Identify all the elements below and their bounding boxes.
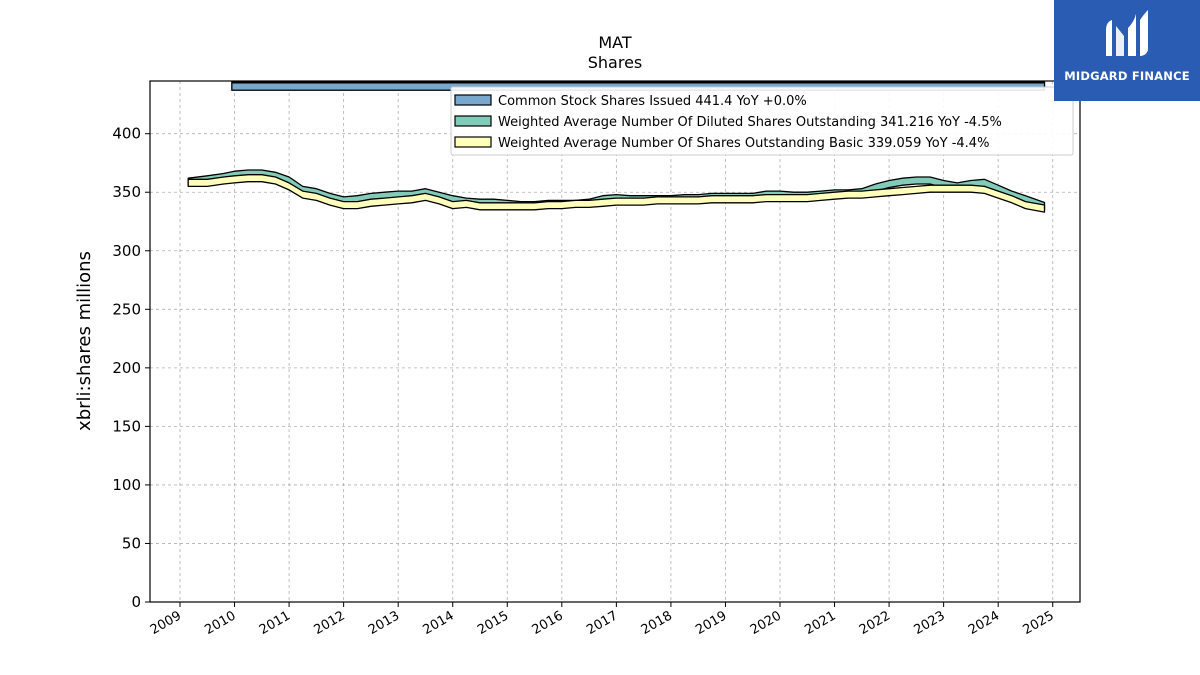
y-tick-label: 300 bbox=[112, 242, 141, 260]
y-tick-label: 200 bbox=[112, 359, 141, 377]
y-tick-label: 50 bbox=[122, 534, 141, 552]
y-tick-label: 150 bbox=[112, 417, 141, 435]
x-tick-label: 2016 bbox=[530, 608, 566, 638]
x-tick-label: 2015 bbox=[475, 608, 511, 638]
brand-logo: MIDGARD FINANCE bbox=[1054, 0, 1200, 101]
legend-swatch-common-stock bbox=[454, 94, 492, 106]
x-tick-label: 2022 bbox=[857, 608, 893, 638]
series-basic-shares-band bbox=[187, 174, 1046, 213]
y-tick-label: 400 bbox=[112, 125, 141, 143]
x-tick-label: 2013 bbox=[366, 608, 402, 638]
x-tick-label: 2024 bbox=[966, 608, 1002, 638]
y-tick-label: 250 bbox=[112, 300, 141, 318]
y-tick-label: 0 bbox=[131, 593, 141, 611]
plot-frame bbox=[149, 80, 1081, 603]
x-tick-label: 2021 bbox=[802, 608, 838, 638]
chart-subtitle: Shares bbox=[588, 53, 643, 72]
legend-label-diluted: Weighted Average Number Of Diluted Share… bbox=[498, 115, 1002, 130]
x-tick-label: 2020 bbox=[748, 608, 784, 638]
y-tick-label: 350 bbox=[112, 183, 141, 201]
x-tick-label: 2017 bbox=[584, 608, 620, 638]
x-tick-label: 2010 bbox=[202, 608, 238, 638]
legend-label-common-stock: Common Stock Shares Issued 441.4 YoY +0.… bbox=[498, 94, 807, 109]
legend-frame bbox=[450, 86, 1074, 156]
grid bbox=[150, 81, 1080, 603]
y-tick-label: 100 bbox=[112, 476, 141, 494]
x-tick-label: 2019 bbox=[693, 608, 729, 638]
legend-label-basic: Weighted Average Number Of Shares Outsta… bbox=[498, 136, 989, 151]
x-tick-label: 2025 bbox=[1021, 608, 1057, 638]
legend: Common Stock Shares Issued 441.4 YoY +0.… bbox=[450, 86, 1074, 156]
x-tick-label: 2009 bbox=[148, 608, 184, 638]
midgard-logo-icon bbox=[1106, 10, 1148, 56]
x-tick-label: 2023 bbox=[911, 608, 947, 638]
legend-swatch-basic bbox=[454, 136, 492, 148]
x-tick-label: 2011 bbox=[257, 608, 293, 638]
x-tick-label: 2014 bbox=[421, 608, 457, 638]
x-tick-label: 2018 bbox=[639, 608, 675, 638]
y-axis-label: xbrli:shares millions bbox=[74, 251, 95, 431]
chart-title: MAT bbox=[598, 33, 632, 52]
brand-name: MIDGARD FINANCE bbox=[1064, 69, 1190, 83]
legend-swatch-diluted bbox=[454, 115, 492, 127]
x-tick-label: 2012 bbox=[311, 608, 347, 638]
